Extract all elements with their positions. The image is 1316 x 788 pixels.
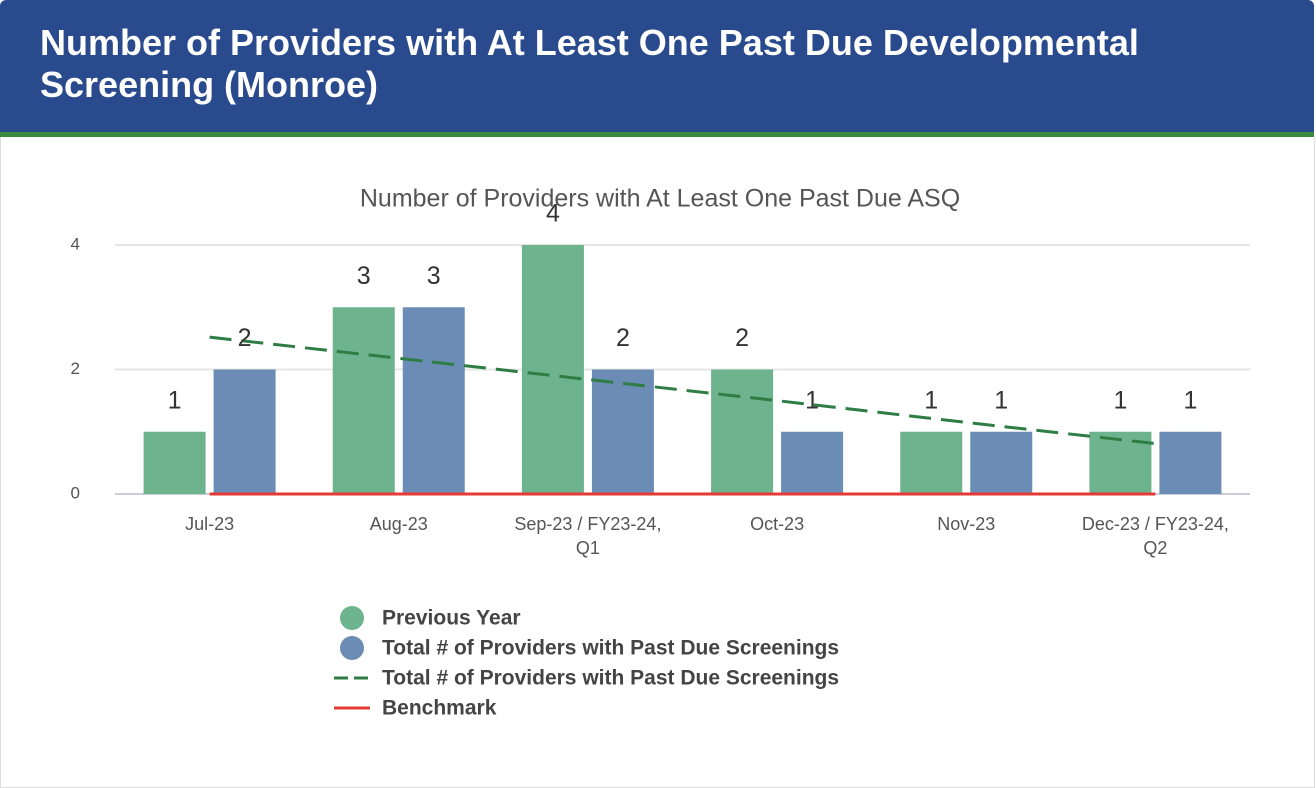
bar — [711, 369, 774, 494]
x-tick-label: Aug-23 — [369, 514, 428, 534]
bar — [591, 369, 654, 494]
bar — [402, 307, 465, 494]
x-tick-label: Nov-23 — [937, 514, 996, 534]
y-tick-label: 2 — [71, 359, 80, 378]
legend-marker — [340, 636, 364, 660]
bar — [332, 307, 395, 494]
data-label: 3 — [357, 262, 371, 290]
panel-title: Number of Providers with At Least One Pa… — [40, 22, 1139, 105]
bar — [970, 431, 1033, 494]
legend-label: Total # of Providers with Past Due Scree… — [382, 637, 839, 660]
data-label: 1 — [994, 386, 1008, 414]
data-label: 1 — [924, 386, 938, 414]
panel-header: Number of Providers with At Least One Pa… — [0, 0, 1314, 137]
data-label: 1 — [1113, 386, 1127, 414]
data-label: 1 — [805, 386, 819, 414]
data-label: 3 — [427, 262, 441, 290]
data-label: 1 — [168, 386, 182, 414]
data-label: 2 — [238, 324, 252, 352]
bar — [521, 245, 584, 494]
y-tick-label: 0 — [71, 483, 80, 502]
bar — [213, 369, 276, 494]
x-tick-label: Jul-23 — [185, 514, 235, 534]
bar — [143, 431, 206, 494]
data-label: 2 — [735, 324, 749, 352]
x-tick-label: Oct-23 — [750, 514, 805, 534]
data-label: 2 — [616, 324, 630, 352]
data-label: 1 — [1183, 386, 1197, 414]
bar — [781, 431, 844, 494]
legend-label: Total # of Providers with Past Due Scree… — [382, 667, 839, 690]
data-label: 4 — [546, 200, 560, 228]
legend-label: Previous Year — [382, 607, 521, 630]
legend-marker — [340, 606, 364, 630]
x-tick-label: Sep-23 / FY23-24, Q1 — [514, 514, 662, 558]
bar — [900, 431, 963, 494]
x-tick-label: Dec-23 / FY23-24, Q2 — [1081, 514, 1229, 558]
bar — [1159, 431, 1222, 494]
legend-label: Benchmark — [382, 697, 497, 720]
chart-title: Number of Providers with At Least One Pa… — [360, 185, 960, 213]
y-tick-label: 4 — [71, 234, 80, 253]
